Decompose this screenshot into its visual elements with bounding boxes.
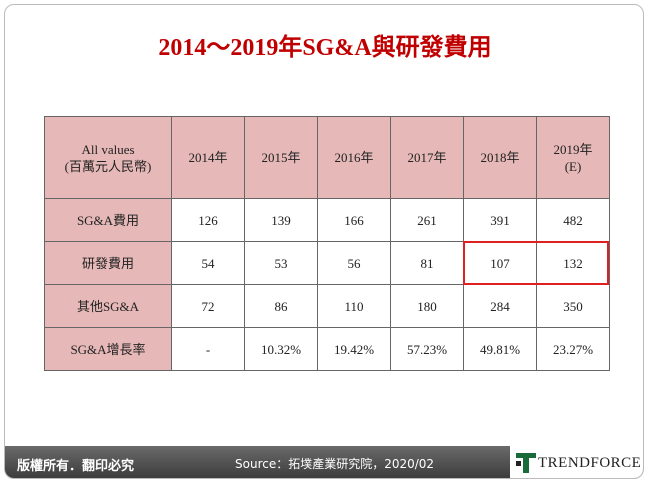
data-table: All values (百萬元人民幣) 2014年 2015年 2016年 2017年 2… bbox=[44, 116, 610, 371]
cell: 166 bbox=[317, 198, 391, 242]
table-row: 研發費用 54 53 56 81 107 132 bbox=[44, 241, 610, 285]
header-cell: All values (百萬元人民幣) bbox=[44, 116, 172, 199]
row-label: SG&A費用 bbox=[44, 198, 172, 242]
cell: 350 bbox=[536, 284, 610, 328]
header-cell: 2015年 bbox=[244, 116, 318, 199]
highlight-box bbox=[463, 241, 609, 285]
slide: 2014～2019年SG&A與研發費用 All values (百萬元人民幣) 2… bbox=[4, 4, 644, 479]
cell: 126 bbox=[171, 198, 245, 242]
cell: 56 bbox=[317, 241, 391, 285]
header-cell: 2019年 (E) bbox=[536, 116, 610, 199]
table-row: 其他SG&A 72 86 110 180 284 350 bbox=[44, 284, 610, 328]
cell: 81 bbox=[390, 241, 464, 285]
cell: 132 bbox=[536, 241, 610, 285]
slide-title: 2014～2019年SG&A與研發費用 bbox=[158, 35, 492, 61]
table-row: SG&A費用 126 139 166 261 391 482 bbox=[44, 198, 610, 242]
cell: 19.42% bbox=[317, 327, 391, 371]
header-cell: 2018年 bbox=[463, 116, 537, 199]
logo-icon bbox=[516, 453, 536, 473]
cell: - bbox=[171, 327, 245, 371]
footer: 版權所有．翻印必究 Source：拓墣產業研究院，2020/02 TRENDFO… bbox=[5, 446, 643, 478]
cell: 23.27% bbox=[536, 327, 610, 371]
cell: 57.23% bbox=[390, 327, 464, 371]
cell: 110 bbox=[317, 284, 391, 328]
cell: 53 bbox=[244, 241, 318, 285]
row-label: SG&A增長率 bbox=[44, 327, 172, 371]
cell: 139 bbox=[244, 198, 318, 242]
row-label: 研發費用 bbox=[44, 241, 172, 285]
copyright: 版權所有．翻印必究 bbox=[17, 459, 135, 474]
header-cell: 2016年 bbox=[317, 116, 391, 199]
header-cell: 2017年 bbox=[390, 116, 464, 199]
source: Source：拓墣產業研究院，2020/02 bbox=[235, 457, 435, 471]
cell: 391 bbox=[463, 198, 537, 242]
logo: TRENDFORCE bbox=[510, 446, 643, 478]
cell: 180 bbox=[390, 284, 464, 328]
cell: 10.32% bbox=[244, 327, 318, 371]
logo-text: TRENDFORCE bbox=[538, 455, 642, 471]
table-row: SG&A增長率 -10.32% 19.42% 57.23% 49.81% 23.27% bbox=[44, 327, 610, 371]
header-row: All values (百萬元人民幣) 2014年 2015年 2016年 2017年 2… bbox=[44, 116, 610, 199]
cell: 86 bbox=[244, 284, 318, 328]
cell: 49.81% bbox=[463, 327, 537, 371]
cell: 54 bbox=[171, 241, 245, 285]
cell: 261 bbox=[390, 198, 464, 242]
cell: 284 bbox=[463, 284, 537, 328]
cell: 482 bbox=[536, 198, 610, 242]
cell: 72 bbox=[171, 284, 245, 328]
header-cell: 2014年 bbox=[171, 116, 245, 199]
row-label: 其他SG&A bbox=[44, 284, 172, 328]
